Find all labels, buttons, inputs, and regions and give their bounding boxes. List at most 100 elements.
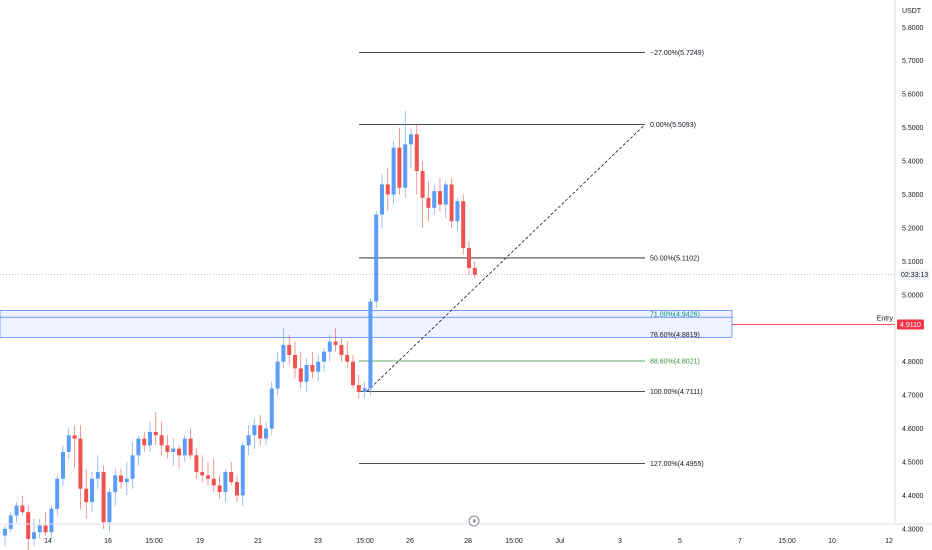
candle	[467, 241, 471, 275]
time-tick-label: 15:00	[356, 538, 374, 545]
candle-body	[8, 515, 13, 529]
candle-body	[368, 301, 373, 389]
candle	[339, 338, 344, 362]
candle-body	[130, 455, 135, 479]
time-axis[interactable]: 14 16 15:00 19 21 23 15:00 26 28 15:00 Jul 3 5 7 15:00…	[0, 523, 932, 545]
candle	[107, 488, 112, 533]
candle-body	[449, 184, 454, 222]
candle	[206, 462, 210, 486]
price-tick-label: 5.2000	[902, 225, 924, 232]
candle-body	[322, 351, 326, 362]
candle-body	[316, 361, 321, 372]
candle-body	[351, 361, 355, 386]
candle	[252, 418, 257, 449]
candle	[374, 211, 379, 309]
candle-body	[391, 147, 396, 195]
candle	[409, 127, 413, 168]
time-tick-label: 12	[885, 538, 893, 545]
candle	[455, 197, 460, 232]
candle-body	[443, 184, 448, 205]
candle-body	[113, 475, 118, 493]
candle-body	[264, 428, 268, 439]
fib-retracement-tool[interactable]: −27.00%(5.7249) 0.00%(5.5093) 50.00%(5.110…	[0, 50, 704, 468]
candle	[72, 425, 77, 469]
time-tick-label: 15:00	[145, 538, 163, 545]
candle-body	[200, 472, 205, 476]
candle-body	[269, 388, 274, 429]
candle-body	[159, 435, 164, 446]
candle	[391, 140, 396, 205]
candle-body	[252, 425, 257, 436]
time-tick-label: 23	[314, 538, 322, 545]
candle	[449, 177, 454, 228]
time-tick-label: 15:00	[505, 538, 523, 545]
candle-body	[380, 184, 384, 215]
candle-body	[66, 435, 71, 452]
fib-level-label: 88.60%(4.8021)	[650, 358, 700, 365]
price-tick-label: 5.8000	[902, 25, 924, 32]
candle-body	[374, 214, 379, 302]
candle-body	[275, 361, 280, 389]
candle	[362, 381, 367, 399]
candle-body	[182, 438, 187, 456]
candle-body	[467, 247, 471, 269]
candle-body	[432, 191, 437, 208]
candle	[78, 425, 83, 509]
candle	[264, 421, 268, 446]
candle-body	[281, 344, 286, 362]
candle-body	[287, 344, 292, 355]
countdown-timer: 02:33:13	[901, 272, 928, 279]
candle-body	[194, 455, 199, 473]
candle-body	[426, 197, 431, 208]
fib-trend-line[interactable]	[366, 124, 646, 392]
price-axis[interactable]: USDT 5.8000 5.7000 5.6000 5.5000 5.4000 5.300…	[894, 0, 930, 533]
candle	[293, 341, 297, 379]
candle-body	[240, 445, 245, 496]
candle-body	[327, 341, 332, 352]
candle	[298, 351, 303, 389]
candle	[130, 441, 135, 489]
time-tick-label: 10	[828, 538, 836, 545]
candle-body	[14, 505, 19, 516]
candle-body	[211, 478, 216, 486]
candles	[3, 110, 477, 550]
countdown-tag	[898, 269, 930, 280]
candle-body	[362, 388, 367, 392]
time-tick-label: 14	[44, 538, 52, 545]
price-tick-label: 4.7000	[902, 393, 924, 400]
candle	[153, 411, 158, 446]
entry-zone-box[interactable]	[0, 310, 733, 338]
time-tick-label: 5	[678, 538, 682, 545]
candle	[333, 328, 338, 352]
entry-price-tag	[897, 319, 924, 330]
candle-body	[356, 385, 361, 392]
fib-level-label: 50.00%(5.1102)	[650, 255, 699, 262]
time-tick-label: 21	[254, 538, 262, 545]
candle	[159, 421, 164, 456]
candle	[356, 375, 361, 399]
candle	[8, 512, 13, 533]
time-tick-label: 28	[464, 538, 472, 545]
candle-body	[43, 525, 48, 533]
candle	[397, 127, 402, 195]
candle-body	[20, 505, 25, 513]
candle	[20, 495, 25, 516]
candle	[171, 438, 176, 466]
lightning-icon[interactable]	[468, 515, 480, 527]
candle	[316, 354, 321, 382]
entry-label: Entry	[877, 316, 894, 323]
candle	[246, 425, 251, 456]
candle-body	[258, 425, 263, 439]
fib-level-label: 0.00%(5.5093)	[650, 122, 696, 129]
candle-body	[142, 438, 147, 446]
candle-body	[124, 478, 129, 483]
price-tick-label: 5.5000	[902, 125, 924, 132]
candle	[200, 455, 205, 483]
candle	[66, 428, 71, 459]
fib-level-label: 71.00%(4.9426)	[650, 311, 700, 318]
candle	[188, 428, 193, 459]
candle	[281, 328, 286, 369]
candle	[217, 475, 222, 499]
candle	[177, 445, 181, 469]
